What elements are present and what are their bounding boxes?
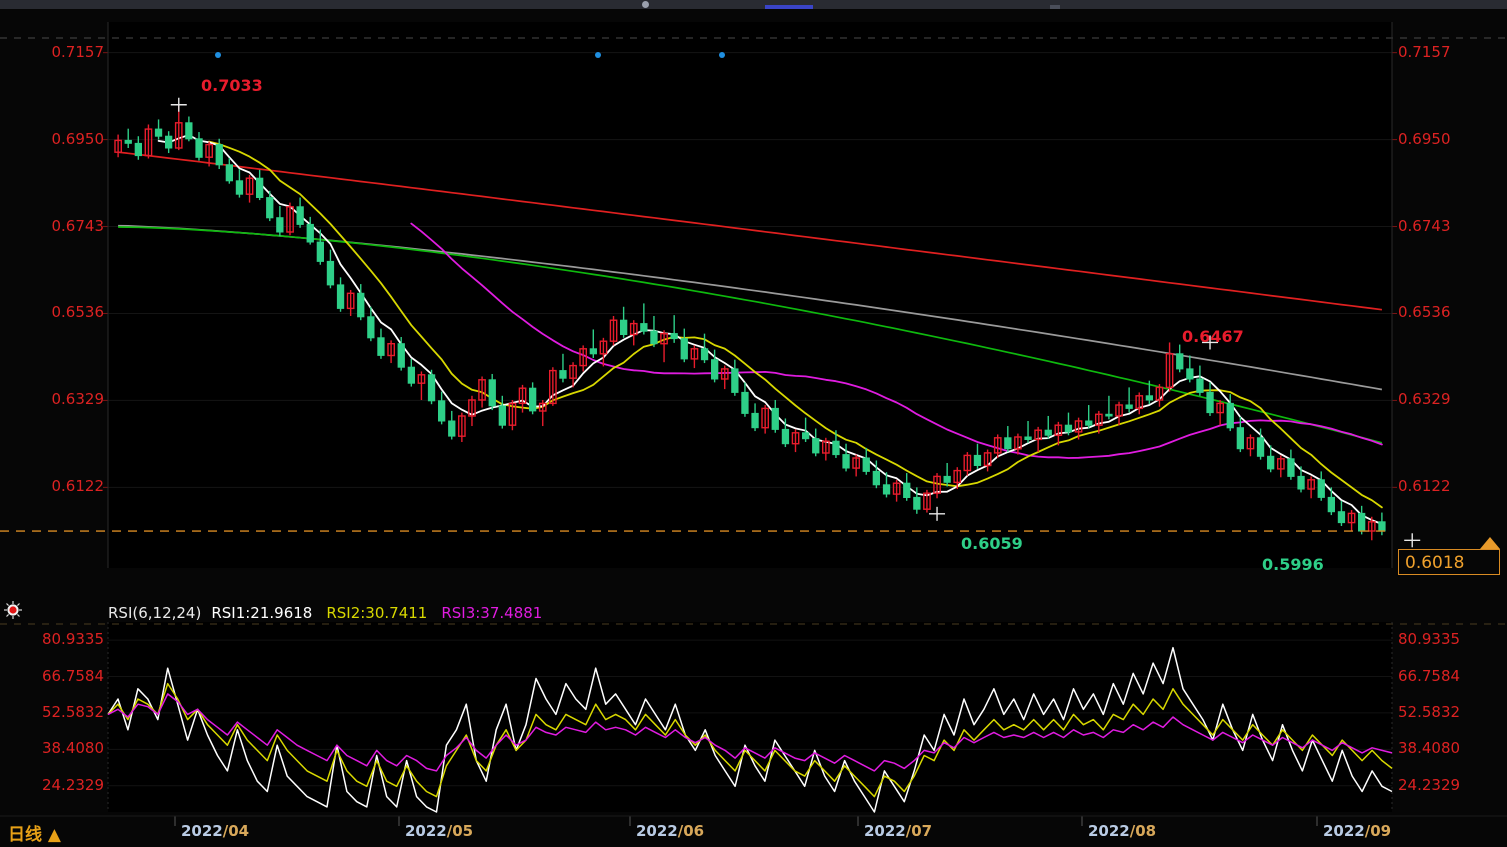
price-axis-label-right: 0.6329 bbox=[1398, 390, 1451, 409]
toolbar-dot-icon bbox=[642, 1, 649, 8]
rsi2-value: RSI2:30.7411 bbox=[326, 604, 428, 622]
price-axis-label-left: 0.7157 bbox=[51, 42, 105, 61]
date-year: 2022 bbox=[636, 822, 678, 840]
rsi-axis-label-left: 52.5832 bbox=[41, 702, 104, 721]
date-axis-label: 2022/09 bbox=[1323, 822, 1391, 840]
rsi-axis-label-right: 52.5832 bbox=[1398, 702, 1461, 721]
rsi-header-info: RSI(6,12,24) RSI1:21.9618 RSI2:30.7411 RSI3… bbox=[108, 603, 542, 623]
date-year: 2022 bbox=[181, 822, 223, 840]
date-year: 2022 bbox=[1088, 822, 1130, 840]
toolbar-highlight-2 bbox=[1050, 5, 1060, 9]
alert-indicator-icon[interactable] bbox=[3, 600, 23, 620]
rsi1-value: RSI1:21.9618 bbox=[211, 604, 313, 622]
rsi-axis-label-left: 66.7584 bbox=[41, 666, 104, 685]
rsi-axis-label-left: 38.4080 bbox=[41, 739, 104, 758]
price-axis-label-left: 0.6950 bbox=[51, 129, 105, 148]
rsi-axis-label-left: 24.2329 bbox=[41, 775, 104, 794]
price-annotation-high: 0.7033 bbox=[201, 76, 263, 95]
price-annotation-low: 0.5996 bbox=[1262, 555, 1324, 574]
price-axis-label-left: 0.6536 bbox=[51, 303, 105, 322]
price-annotation-high: 0.6467 bbox=[1182, 327, 1244, 346]
price-axis-label-right: 0.7157 bbox=[1398, 42, 1451, 61]
price-axis-label-left: 0.6329 bbox=[51, 390, 105, 409]
rsi3-value: RSI3:37.4881 bbox=[441, 604, 543, 622]
date-axis-label: 2022/07 bbox=[864, 822, 932, 840]
date-month: /05 bbox=[446, 822, 474, 840]
current-price-box[interactable]: 0.6018 bbox=[1398, 549, 1500, 575]
event-marker-dot[interactable] bbox=[595, 52, 601, 58]
date-axis-label: 2022/08 bbox=[1088, 822, 1156, 840]
date-month: /06 bbox=[677, 822, 705, 840]
date-month: /08 bbox=[1129, 822, 1157, 840]
period-footer-label[interactable]: 日线 ▲ bbox=[8, 820, 61, 845]
event-marker-dot[interactable] bbox=[719, 52, 725, 58]
date-axis-label: 2022/05 bbox=[405, 822, 473, 840]
rsi-params-label: RSI(6,12,24) bbox=[108, 604, 202, 622]
price-axis-label-right: 0.6122 bbox=[1398, 477, 1451, 496]
date-axis-label: 2022/06 bbox=[636, 822, 704, 840]
price-annotation-low: 0.6059 bbox=[961, 534, 1023, 553]
rsi-axis-label-right: 80.9335 bbox=[1398, 630, 1461, 649]
date-month: /09 bbox=[1364, 822, 1392, 840]
rsi-axis-label-right: 38.4080 bbox=[1398, 739, 1461, 758]
price-axis-label-right: 0.6536 bbox=[1398, 303, 1451, 322]
period-footer-text: 日线 bbox=[8, 825, 42, 845]
date-month: /07 bbox=[905, 822, 933, 840]
date-axis-label: 2022/04 bbox=[181, 822, 249, 840]
price-axis-label-right: 0.6743 bbox=[1398, 216, 1451, 235]
date-year: 2022 bbox=[864, 822, 906, 840]
current-price-arrow-icon bbox=[1480, 537, 1500, 549]
date-year: 2022 bbox=[1323, 822, 1365, 840]
rsi-axis-label-right: 66.7584 bbox=[1398, 666, 1461, 685]
period-up-arrow-icon: ▲ bbox=[47, 825, 61, 845]
rsi-axis-label-right: 24.2329 bbox=[1398, 775, 1461, 794]
date-month: /04 bbox=[222, 822, 250, 840]
price-axis-label-left: 0.6122 bbox=[51, 477, 105, 496]
rsi-axis-label-left: 80.9335 bbox=[41, 630, 104, 649]
toolbar-highlight bbox=[765, 5, 813, 9]
price-axis-label-left: 0.6743 bbox=[51, 216, 105, 235]
date-year: 2022 bbox=[405, 822, 447, 840]
price-axis-label-right: 0.6950 bbox=[1398, 129, 1451, 148]
event-marker-dot[interactable] bbox=[215, 52, 221, 58]
